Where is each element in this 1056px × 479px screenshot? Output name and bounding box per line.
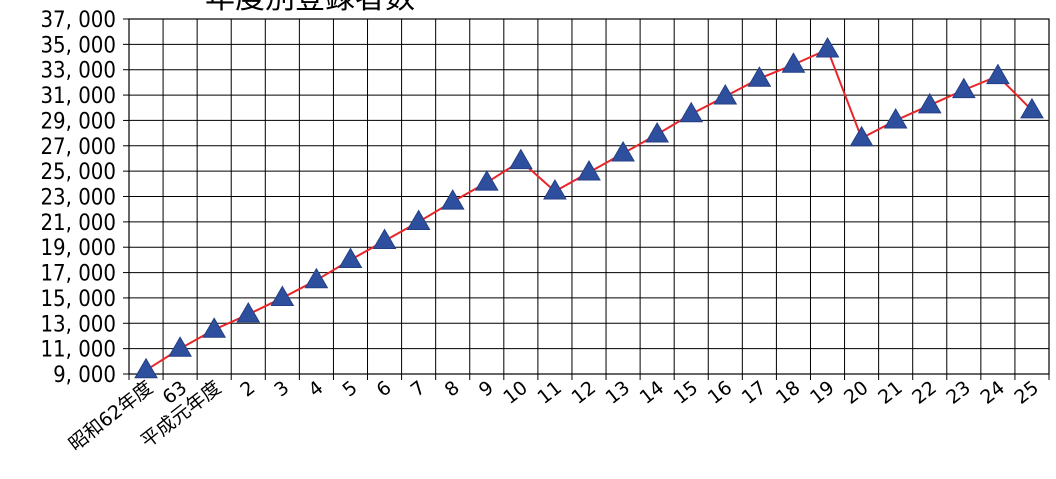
- x-tick-label: 25: [1010, 377, 1043, 409]
- x-tick-label: 12: [567, 377, 600, 409]
- y-tick-label: 13, 000: [40, 312, 116, 337]
- data-point-marker: [304, 267, 329, 289]
- data-point-marker: [883, 108, 908, 129]
- data-point-marker: [951, 77, 976, 99]
- x-tick-label: 19: [806, 377, 839, 409]
- data-point-marker: [508, 148, 533, 170]
- x-tick-label: 16: [704, 377, 737, 409]
- data-point-marker: [134, 357, 158, 379]
- data-point-marker: [679, 101, 704, 123]
- data-point-marker: [713, 83, 738, 105]
- x-tick-label: 15: [670, 377, 703, 409]
- x-tick-label: 7: [407, 377, 430, 402]
- data-point-marker: [372, 228, 397, 249]
- x-tick-label: 20: [840, 377, 873, 409]
- data-point-marker: [236, 302, 261, 323]
- data-point-marker: [543, 179, 567, 200]
- data-point-marker: [168, 336, 192, 357]
- x-tick-label: 13: [602, 377, 635, 409]
- markers-layer: [134, 37, 1044, 379]
- x-tick-label: 4: [304, 377, 327, 402]
- x-tick-label: 11: [533, 377, 566, 409]
- y-tick-label: 27, 000: [40, 135, 116, 160]
- series-line: [145, 48, 1033, 372]
- data-point-marker: [815, 37, 840, 58]
- y-tick-label: 35, 000: [40, 33, 116, 58]
- x-tick-label: 3: [270, 377, 293, 402]
- x-tick-label: 22: [908, 377, 941, 409]
- chart-title: 年度別登録者数: [205, 0, 415, 16]
- data-point-marker: [645, 121, 670, 143]
- x-tick-label: 10: [499, 377, 532, 409]
- y-tick-label: 11, 000: [40, 338, 116, 363]
- y-tick-label: 19, 000: [40, 236, 116, 261]
- data-point-marker: [781, 52, 806, 73]
- y-tick-label: 29, 000: [40, 109, 116, 134]
- data-point-marker: [849, 125, 874, 147]
- x-tick-label: 23: [942, 377, 975, 409]
- y-tick-label: 17, 000: [40, 262, 116, 287]
- data-point-marker: [338, 247, 363, 268]
- x-tick-label: 21: [874, 377, 907, 409]
- y-tick-label: 9, 000: [53, 363, 116, 388]
- series-layer: [145, 48, 1033, 372]
- data-point-marker: [270, 285, 295, 307]
- data-point-marker: [917, 92, 942, 114]
- x-tick-label: 18: [772, 377, 805, 409]
- x-tick-label: 9: [475, 377, 498, 402]
- data-point-marker: [577, 160, 601, 181]
- data-point-marker: [986, 63, 1010, 85]
- x-tick-label: 6: [373, 377, 396, 402]
- x-tick-label: 17: [738, 377, 771, 409]
- y-tick-label: 25, 000: [40, 160, 116, 185]
- x-tick-label: 2: [236, 377, 259, 402]
- x-tick-label: 14: [636, 377, 669, 409]
- y-tick-label: 33, 000: [40, 59, 116, 84]
- data-point-marker: [747, 66, 772, 87]
- grid-lines: [123, 18, 1050, 380]
- data-point-marker: [440, 189, 465, 210]
- data-point-marker: [611, 140, 635, 162]
- y-tick-label: 31, 000: [40, 84, 116, 109]
- data-point-marker: [474, 170, 499, 191]
- x-tick-label: 8: [441, 377, 464, 402]
- data-point-marker: [406, 209, 431, 230]
- data-point-marker: [202, 317, 227, 338]
- data-point-marker: [1020, 97, 1044, 119]
- y-tick-label: 23, 000: [40, 186, 116, 211]
- x-tick-label: 5: [338, 377, 361, 402]
- y-tick-label: 21, 000: [40, 211, 116, 236]
- x-tick-label: 24: [976, 377, 1009, 409]
- y-tick-label: 15, 000: [40, 287, 116, 312]
- y-tick-label: 37, 000: [40, 8, 116, 33]
